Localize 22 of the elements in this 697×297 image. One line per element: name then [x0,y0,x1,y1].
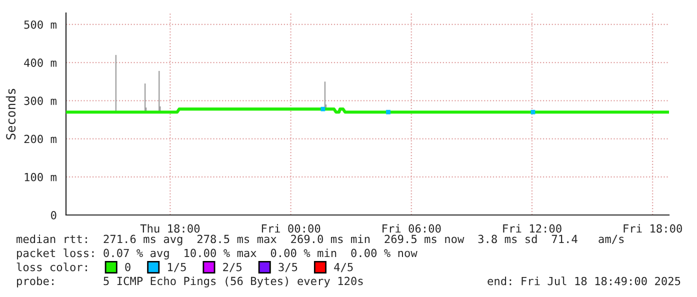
y-tick-label: 400 m [24,58,56,67]
y-axis-title: Seconds [6,88,16,140]
text: median rtt: 271.6 ms avg 278.5 ms max 269.0 ms min 269.5 ms now 3.8 ms sd 71.4 am/s [16,234,624,246]
y-tick-label: 100 m [24,172,56,182]
text: packet loss: 0.07 % avg 10.00 % max 0.00 % min 0.00 % now [17,248,418,260]
y-tick-label: 200 m [24,134,56,144]
legend-label: 3/5 [278,262,298,272]
y-tick-label: 0 [51,211,56,220]
x-tick-label: Fri 06:00 [382,224,441,233]
legend-label: 2/5 [223,262,242,272]
text: probe: 5 ICMP Echo Pings (56 Bytes) every 120s [17,276,363,288]
y-tick-label: 500 m [24,20,56,29]
legend-label: 1/5 [168,262,186,272]
x-tick-label: Fri 18:00 [624,224,682,233]
x-tick-label: Thu 18:00 [140,224,200,233]
y-tick-label: 300 m [24,96,56,106]
x-tick-label: Fri 12:00 [503,224,562,233]
legend-label: 0 [125,262,130,272]
x-tick-label: Fri 00:00 [262,224,320,233]
text: end: Fri Jul 18 18:49:00 2025 [488,276,680,286]
legend-title: loss color: [16,262,87,272]
legend-label: 4/5 [334,262,353,272]
